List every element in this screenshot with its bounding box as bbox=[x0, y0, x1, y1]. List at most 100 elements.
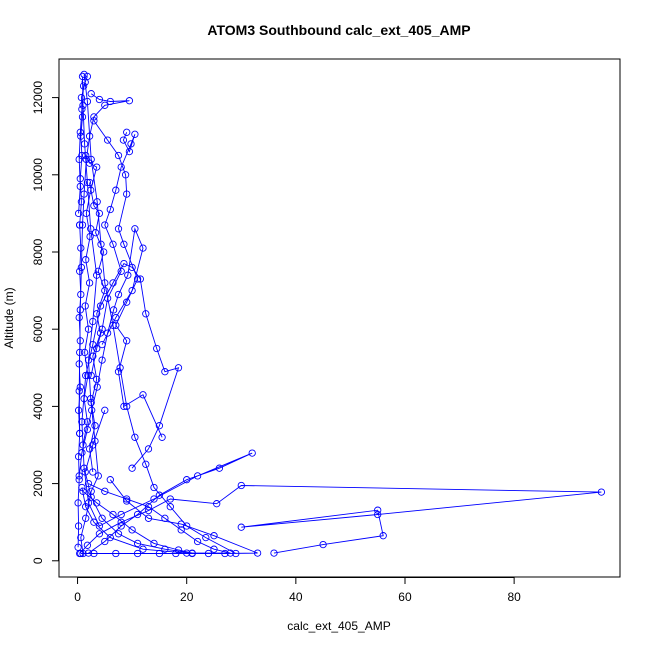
series-line bbox=[79, 485, 602, 554]
data-point bbox=[374, 506, 382, 514]
data-point bbox=[83, 72, 92, 81]
data-point bbox=[109, 279, 117, 287]
data-point bbox=[76, 429, 84, 438]
data-point bbox=[117, 163, 125, 171]
series-7 bbox=[87, 128, 139, 380]
data-point bbox=[123, 495, 131, 503]
data-point bbox=[374, 510, 382, 519]
data-point bbox=[76, 128, 84, 136]
data-point bbox=[248, 449, 256, 457]
data-point bbox=[76, 337, 84, 345]
data-point bbox=[82, 371, 90, 380]
data-point bbox=[119, 136, 128, 144]
data-point bbox=[114, 225, 123, 233]
x-axis-label: calc_ext_405_AMP bbox=[287, 619, 390, 633]
data-point bbox=[77, 93, 86, 102]
data-point bbox=[144, 506, 153, 515]
data-point bbox=[87, 186, 95, 194]
data-point bbox=[78, 72, 87, 81]
x-tick-label: 0 bbox=[74, 590, 81, 604]
data-point bbox=[95, 530, 104, 538]
series-line bbox=[89, 182, 106, 473]
data-point bbox=[74, 452, 83, 461]
data-point bbox=[74, 543, 82, 551]
data-point bbox=[75, 476, 83, 484]
data-point bbox=[120, 402, 128, 411]
data-point bbox=[210, 532, 218, 540]
data-point bbox=[79, 82, 88, 90]
data-point bbox=[379, 532, 387, 540]
data-point bbox=[80, 348, 89, 357]
data-point bbox=[98, 340, 106, 349]
data-point bbox=[103, 329, 112, 337]
data-point bbox=[133, 539, 142, 548]
data-point bbox=[89, 340, 97, 349]
data-point bbox=[112, 549, 120, 558]
series-4 bbox=[78, 418, 256, 557]
series-line bbox=[78, 227, 144, 476]
data-point bbox=[166, 503, 174, 511]
data-point bbox=[112, 321, 120, 329]
data-point bbox=[123, 337, 131, 345]
series-11 bbox=[75, 225, 147, 480]
data-point bbox=[84, 479, 93, 488]
data-point bbox=[83, 541, 92, 549]
data-point bbox=[85, 445, 94, 453]
data-point bbox=[77, 198, 86, 206]
data-point bbox=[117, 267, 125, 275]
data-point bbox=[85, 279, 94, 287]
data-point bbox=[155, 422, 164, 430]
data-point bbox=[91, 422, 99, 430]
data-point bbox=[106, 205, 114, 214]
data-point bbox=[597, 488, 606, 496]
data-point bbox=[128, 464, 136, 472]
series-line bbox=[93, 120, 163, 438]
data-point bbox=[86, 232, 94, 241]
y-tick-label: 6000 bbox=[31, 316, 45, 343]
data-point bbox=[237, 481, 245, 490]
data-point bbox=[139, 244, 147, 252]
data-point bbox=[75, 155, 83, 164]
data-point bbox=[101, 537, 109, 546]
y-tick-label: 2000 bbox=[31, 470, 45, 497]
data-point bbox=[81, 468, 89, 476]
data-point bbox=[74, 499, 82, 507]
data-point bbox=[81, 302, 89, 310]
data-point bbox=[97, 240, 105, 248]
data-point bbox=[161, 514, 169, 522]
data-point bbox=[101, 487, 109, 495]
data-point bbox=[131, 130, 139, 138]
data-point bbox=[106, 476, 114, 484]
series-line bbox=[90, 132, 136, 376]
data-point bbox=[83, 178, 92, 187]
data-point bbox=[98, 325, 106, 333]
data-point bbox=[78, 113, 87, 121]
data-point bbox=[90, 202, 98, 210]
data-point bbox=[74, 522, 83, 530]
y-tick-label: 12000 bbox=[31, 81, 45, 115]
series-line bbox=[81, 483, 231, 554]
series-line bbox=[77, 224, 82, 548]
data-point bbox=[93, 499, 101, 507]
data-point bbox=[89, 317, 97, 326]
series-line bbox=[81, 263, 180, 469]
data-point bbox=[210, 545, 218, 553]
data-point bbox=[74, 406, 83, 414]
y-tick-label: 10000 bbox=[31, 158, 45, 192]
data-point bbox=[150, 483, 158, 492]
data-point bbox=[153, 344, 161, 353]
x-tick-label: 80 bbox=[507, 590, 521, 604]
y-axis-label: Altitude (m) bbox=[2, 287, 16, 348]
data-point bbox=[166, 495, 174, 503]
data-point bbox=[142, 460, 150, 468]
data-point bbox=[139, 391, 147, 399]
data-point bbox=[84, 371, 92, 380]
data-point bbox=[82, 503, 90, 511]
data-point bbox=[90, 549, 98, 558]
data-point bbox=[202, 533, 210, 542]
data-point bbox=[109, 306, 118, 314]
data-point bbox=[85, 132, 94, 140]
data-point bbox=[95, 209, 104, 218]
data-point bbox=[87, 90, 95, 98]
data-point bbox=[120, 259, 128, 268]
